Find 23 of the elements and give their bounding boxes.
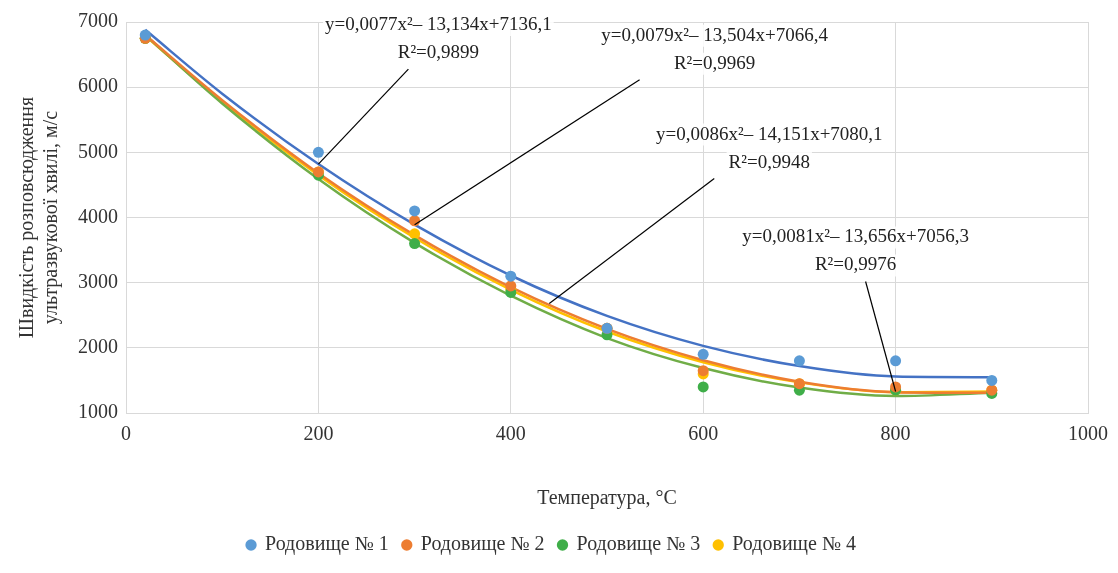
legend-label: Родовище № 1 bbox=[265, 532, 389, 556]
legend-label: Родовище № 2 bbox=[420, 532, 545, 556]
x-tick-label: 1000 bbox=[1068, 422, 1108, 445]
x-tick-label: 800 bbox=[880, 422, 911, 445]
legend-label: Родовище № 3 bbox=[576, 532, 701, 556]
y-tick-label: 1000 bbox=[78, 400, 118, 423]
y-tick-label: 7000 bbox=[78, 9, 118, 32]
legend-label: Родовище № 4 bbox=[732, 532, 856, 556]
y-tick-label: 2000 bbox=[78, 335, 118, 358]
y-tick-label: 5000 bbox=[78, 139, 118, 162]
y-axis-title: Швидкість розповсюдження ультразвукової хвилі, м/с bbox=[15, 96, 63, 339]
annotation: y=0,0086x²– 14,151x+7080,1 R²=0,9948 bbox=[655, 122, 883, 172]
y-tick-label: 3000 bbox=[78, 269, 118, 292]
x-axis-title: Температура, °C bbox=[537, 486, 677, 510]
annotation: y=0,0079x²– 13,504x+7066,4 R²=0,9969 bbox=[601, 23, 829, 73]
x-tick-label: 600 bbox=[688, 422, 719, 445]
x-tick-label: 200 bbox=[303, 422, 334, 445]
x-tick-label: 400 bbox=[495, 422, 526, 445]
annotation: y=0,0081x²– 13,656x+7056,3 R²=0,9976 bbox=[742, 225, 969, 275]
y-tick-label: 6000 bbox=[78, 74, 118, 97]
annotation: y=0,0077x²– 13,134x+7136,1 R²=0,9899 bbox=[325, 13, 552, 63]
x-tick-label: 0 bbox=[121, 422, 131, 445]
y-tick-label: 4000 bbox=[78, 204, 118, 227]
